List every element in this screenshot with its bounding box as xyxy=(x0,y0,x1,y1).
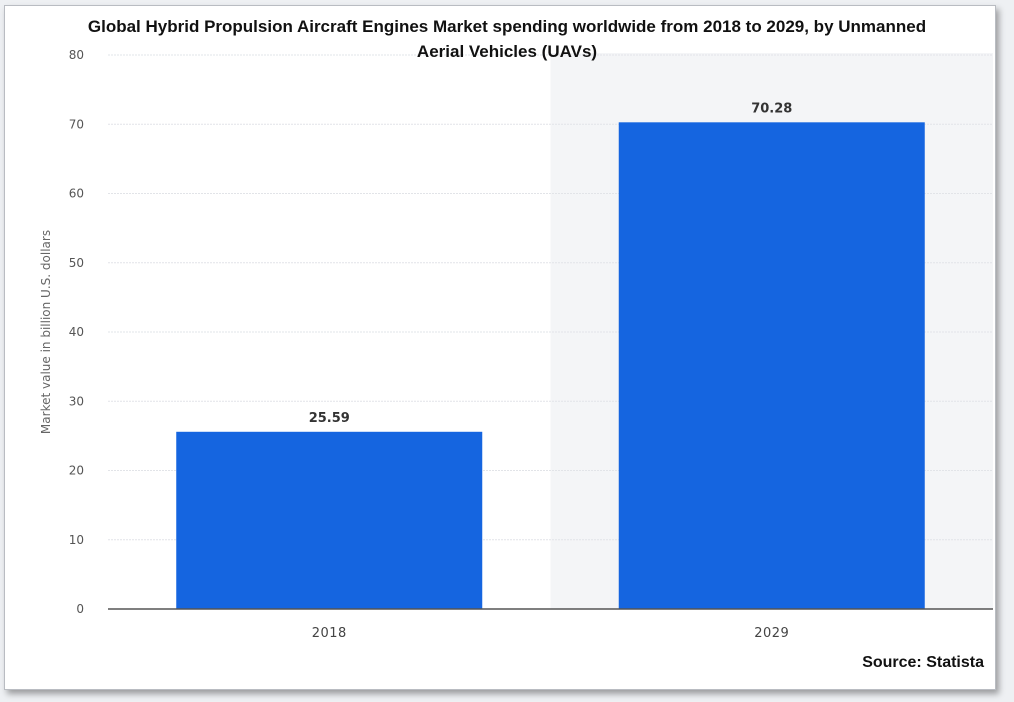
x-tick-label: 2018 xyxy=(312,626,347,641)
y-axis-title: Market value in billion U.S. dollars xyxy=(39,230,53,434)
x-tick-label: 2029 xyxy=(754,626,789,641)
bar xyxy=(176,431,483,609)
y-tick-label: 10 xyxy=(69,533,84,547)
y-tick-label: 80 xyxy=(69,48,84,62)
chart-title-line-1: Global Hybrid Propulsion Aircraft Engine… xyxy=(87,17,927,36)
y-tick-label: 70 xyxy=(69,117,84,131)
y-tick-label: 50 xyxy=(69,256,84,270)
y-tick-label: 0 xyxy=(76,602,84,616)
bar xyxy=(618,122,925,609)
y-tick-label: 20 xyxy=(69,464,84,478)
chart-title-line-2: Aerial Vehicles (UAVs) xyxy=(416,42,598,61)
chart-title: Global Hybrid Propulsion Aircraft Engine… xyxy=(0,14,1014,64)
source-label: Source: Statista xyxy=(862,654,984,671)
bar-value-label: 70.28 xyxy=(751,101,792,116)
y-tick-label: 30 xyxy=(69,394,84,408)
bar-value-label: 25.59 xyxy=(309,411,350,426)
y-tick-label: 60 xyxy=(69,187,84,201)
y-tick-label: 40 xyxy=(69,325,84,339)
